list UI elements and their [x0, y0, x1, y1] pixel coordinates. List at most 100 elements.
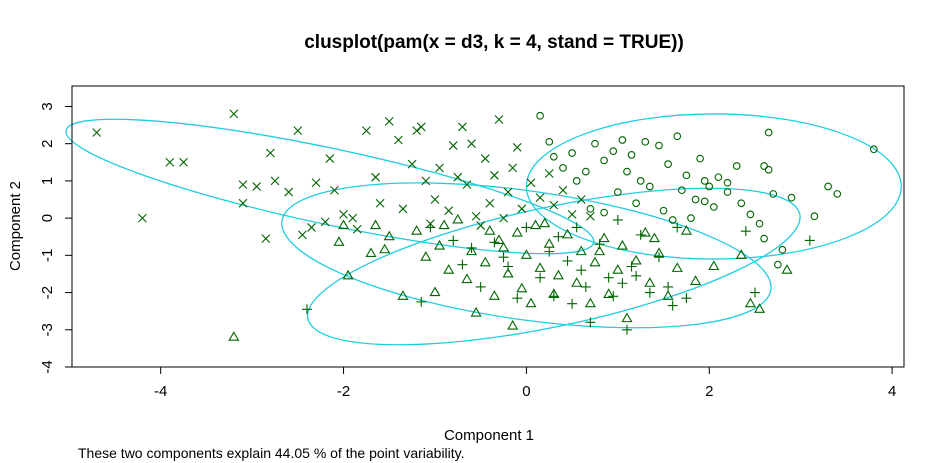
cross-point: [330, 185, 339, 195]
x-tick-label: -2: [337, 383, 350, 400]
cross-point: [490, 170, 499, 180]
triangle-point: [689, 275, 702, 285]
plus-point: [521, 222, 532, 233]
cross-point: [362, 126, 371, 136]
plus-point: [663, 281, 674, 292]
circle-point: [568, 149, 576, 157]
circle-point: [687, 214, 695, 222]
circle-point: [705, 182, 714, 191]
triangle-point: [744, 297, 756, 308]
circle-point: [559, 164, 567, 172]
circle-point: [659, 206, 668, 215]
plus-point: [498, 252, 509, 263]
plus-point: [576, 265, 587, 276]
triangle-point: [369, 219, 382, 230]
circle-point: [737, 199, 746, 208]
circle-point: [760, 162, 768, 170]
plus-point: [567, 298, 578, 309]
cross-point: [375, 198, 385, 208]
cross-point: [462, 180, 472, 190]
triangle-point: [452, 213, 464, 224]
triangle-point: [470, 306, 482, 317]
plus-point: [612, 214, 623, 225]
circle-point: [769, 190, 778, 198]
triangle-point: [575, 245, 587, 256]
cross-point: [238, 198, 248, 208]
triangle-point: [584, 297, 596, 308]
triangle-point: [365, 247, 377, 258]
x-tick-label: -4: [154, 383, 167, 400]
plus-point: [553, 231, 564, 242]
plus-point: [594, 239, 605, 250]
circle-point: [586, 204, 595, 213]
cross-point: [307, 223, 316, 232]
data-points: [92, 109, 878, 341]
circle-point: [700, 197, 709, 206]
circle-point: [600, 156, 608, 165]
plus-point: [631, 270, 642, 281]
cross-point: [261, 234, 271, 243]
cross-point: [435, 163, 444, 173]
triangle-point: [438, 219, 450, 230]
circle-point: [581, 167, 590, 176]
cross-point: [412, 126, 422, 136]
circle-point: [869, 145, 878, 154]
cluster-ellipses: [65, 113, 902, 346]
cross-point: [526, 178, 536, 188]
plus-point: [749, 287, 760, 298]
triangle-point: [589, 256, 601, 267]
x-tick-label: 0: [522, 383, 530, 400]
circle-point: [627, 151, 636, 159]
cluster-ellipse-3: [281, 182, 772, 329]
triangle-point: [443, 264, 455, 274]
circle-point: [623, 167, 631, 176]
circle-point: [600, 208, 608, 217]
circle-point: [714, 173, 723, 182]
y-tick-label: -4: [39, 360, 56, 373]
plus-point: [740, 226, 751, 237]
cross-point: [165, 157, 175, 167]
triangle-point: [337, 219, 350, 230]
triangle-point: [497, 241, 510, 252]
triangle-point: [561, 228, 574, 239]
cross-point: [92, 128, 102, 137]
triangle-point: [433, 239, 446, 250]
cross-point: [476, 221, 486, 230]
cross-point: [558, 185, 568, 195]
chart-title: clusplot(pam(x = d3, k = 4, stand = TRUE…: [304, 32, 684, 53]
circle-point: [618, 136, 627, 144]
triangle-point: [516, 282, 528, 293]
plus-point: [635, 229, 646, 240]
plus-point: [301, 304, 312, 315]
triangle-point: [708, 260, 720, 271]
triangle-point: [529, 219, 542, 230]
cross-point: [270, 176, 280, 186]
circle-point: [636, 177, 645, 185]
cross-point: [586, 211, 595, 221]
circle-point: [787, 193, 796, 202]
cross-point: [293, 126, 303, 136]
triangle-point: [571, 277, 583, 287]
circle-point: [536, 111, 544, 120]
cross-point: [448, 141, 458, 150]
cross-point: [444, 206, 454, 216]
plus-point: [466, 242, 477, 253]
triangle-point: [543, 238, 555, 248]
cross-point: [453, 172, 463, 182]
plot-area: [65, 109, 902, 346]
x-axis-label: Component 1: [444, 427, 534, 444]
triangle-point: [593, 245, 606, 256]
cross-point: [508, 163, 518, 173]
circle-point: [645, 182, 654, 191]
circle-point: [668, 216, 677, 224]
triangle-point: [662, 290, 674, 300]
cross-point: [352, 224, 362, 234]
cross-point: [298, 230, 307, 240]
plus-point: [667, 300, 678, 311]
circle-point: [732, 162, 741, 170]
triangle-point: [598, 232, 610, 243]
variability-note: These two components explain 44.05 % of …: [78, 445, 465, 461]
plus-point: [608, 291, 619, 302]
cross-point: [416, 122, 426, 132]
circle-point: [632, 199, 640, 208]
